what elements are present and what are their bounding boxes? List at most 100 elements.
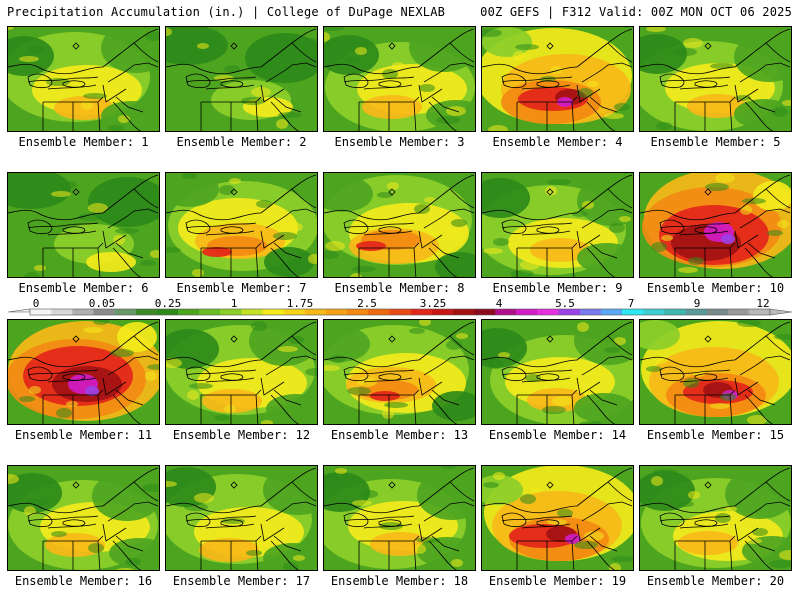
colorbar-tick-label: 0.05 <box>88 297 116 310</box>
colorbar-swatch <box>664 309 686 315</box>
colorbar-swatch <box>156 309 179 315</box>
ensemble-member-label: Ensemble Member: 14 <box>488 428 627 442</box>
precip-map <box>7 319 160 425</box>
colorbar-tick-label: 9 <box>693 297 701 310</box>
colorbar-tick-label: 0.25 <box>154 297 182 310</box>
ensemble-member-label: Ensemble Member: 3 <box>334 135 465 149</box>
ensemble-member-label: Ensemble Member: 19 <box>488 574 627 588</box>
precip-map <box>323 172 476 278</box>
precip-map-graphic <box>482 320 633 424</box>
precip-map-graphic <box>8 466 159 570</box>
colorbar-swatch <box>706 309 729 315</box>
colorbar-swatch <box>452 309 475 315</box>
colorbar-tick-label: 5.5 <box>555 297 575 310</box>
colorbar-swatch <box>135 309 158 315</box>
precip-map <box>7 172 160 278</box>
precip-map-graphic <box>8 173 159 277</box>
precip-map-graphic <box>324 27 475 131</box>
colorbar-swatch <box>558 309 581 315</box>
ensemble-member-label: Ensemble Member: 2 <box>176 135 307 149</box>
precip-map-graphic <box>324 320 475 424</box>
ensemble-member-label: Ensemble Member: 5 <box>650 135 781 149</box>
precip-map <box>7 26 160 132</box>
colorbar-swatch <box>685 309 707 315</box>
colorbar-swatch <box>537 309 559 315</box>
colorbar-swatch <box>93 309 115 315</box>
precip-map <box>481 465 634 571</box>
colorbar-swatch <box>114 309 137 315</box>
colorbar-swatch <box>347 309 369 315</box>
ensemble-member-label: Ensemble Member: 8 <box>334 281 465 295</box>
colorbar-swatch <box>304 309 327 315</box>
precip-map <box>639 465 792 571</box>
colorbar-swatch <box>622 309 644 315</box>
colorbar-swatch <box>410 309 433 315</box>
ensemble-member-label: Ensemble Member: 11 <box>14 428 153 442</box>
colorbar-swatch <box>643 309 665 315</box>
ensemble-member-label: Ensemble Member: 10 <box>646 281 785 295</box>
precip-map <box>481 319 634 425</box>
colorbar-swatch <box>178 309 200 315</box>
precip-map-graphic <box>482 466 633 570</box>
colorbar-swatch <box>72 309 94 315</box>
precip-map <box>165 172 318 278</box>
ensemble-member-label: Ensemble Member: 9 <box>492 281 623 295</box>
colorbar-tick-label: 7 <box>627 297 635 310</box>
colorbar-swatch <box>199 309 221 315</box>
ensemble-member-label: Ensemble Member: 7 <box>176 281 307 295</box>
colorbar-tick-label: 1.75 <box>286 297 314 310</box>
precip-map-graphic <box>8 27 159 131</box>
precip-map-graphic <box>640 27 791 131</box>
precip-map <box>481 26 634 132</box>
precip-map-graphic <box>166 466 317 570</box>
precip-map <box>323 465 476 571</box>
ensemble-member-label: Ensemble Member: 16 <box>14 574 153 588</box>
colorbar-swatch <box>495 309 517 315</box>
colorbar-tick-label: 1 <box>230 297 238 310</box>
colorbar-swatch <box>262 309 285 315</box>
colorbar-swatch <box>431 309 454 315</box>
colorbar-swatch <box>579 309 602 315</box>
colorbar-tick-label: 4 <box>495 297 503 310</box>
precip-colorbar <box>7 308 793 316</box>
precip-map <box>323 319 476 425</box>
colorbar-swatch <box>220 309 242 315</box>
colorbar-swatch <box>600 309 623 315</box>
colorbar-swatch <box>474 309 496 315</box>
ensemble-member-label: Ensemble Member: 20 <box>646 574 785 588</box>
precip-map-graphic <box>640 320 791 424</box>
ensemble-member-label: Ensemble Member: 4 <box>492 135 623 149</box>
run-valid-time: 00Z GEFS | F312 Valid: 00Z MON OCT 06 20… <box>480 5 792 19</box>
colorbar-swatch <box>326 309 348 315</box>
colorbar-swatch <box>241 309 263 315</box>
precip-map <box>639 319 792 425</box>
precip-map-graphic <box>166 173 317 277</box>
ensemble-member-label: Ensemble Member: 18 <box>330 574 469 588</box>
colorbar-swatch <box>30 309 52 315</box>
precip-map <box>639 26 792 132</box>
colorbar-swatch <box>389 309 411 315</box>
precip-map <box>165 26 318 132</box>
precip-map <box>7 465 160 571</box>
precip-map <box>165 465 318 571</box>
precip-map <box>639 172 792 278</box>
colorbar-swatch <box>368 309 390 315</box>
colorbar-tick-label: 2.5 <box>357 297 377 310</box>
precip-map-graphic <box>482 173 633 277</box>
ensemble-member-label: Ensemble Member: 6 <box>18 281 149 295</box>
precip-map <box>323 26 476 132</box>
precip-map <box>165 319 318 425</box>
ensemble-member-label: Ensemble Member: 13 <box>330 428 469 442</box>
precip-map-graphic <box>166 320 317 424</box>
product-title: Precipitation Accumulation (in.) | Colle… <box>7 5 446 19</box>
ensemble-member-label: Ensemble Member: 12 <box>172 428 311 442</box>
colorbar-swatch <box>51 309 73 315</box>
precip-map-graphic <box>324 173 475 277</box>
colorbar-tick-label: 0 <box>32 297 40 310</box>
ensemble-member-label: Ensemble Member: 1 <box>18 135 149 149</box>
precip-map <box>481 172 634 278</box>
ensemble-member-label: Ensemble Member: 17 <box>172 574 311 588</box>
colorbar-tick-label: 3.25 <box>419 297 447 310</box>
precip-map-graphic <box>640 466 791 570</box>
precip-map-graphic <box>166 27 317 131</box>
